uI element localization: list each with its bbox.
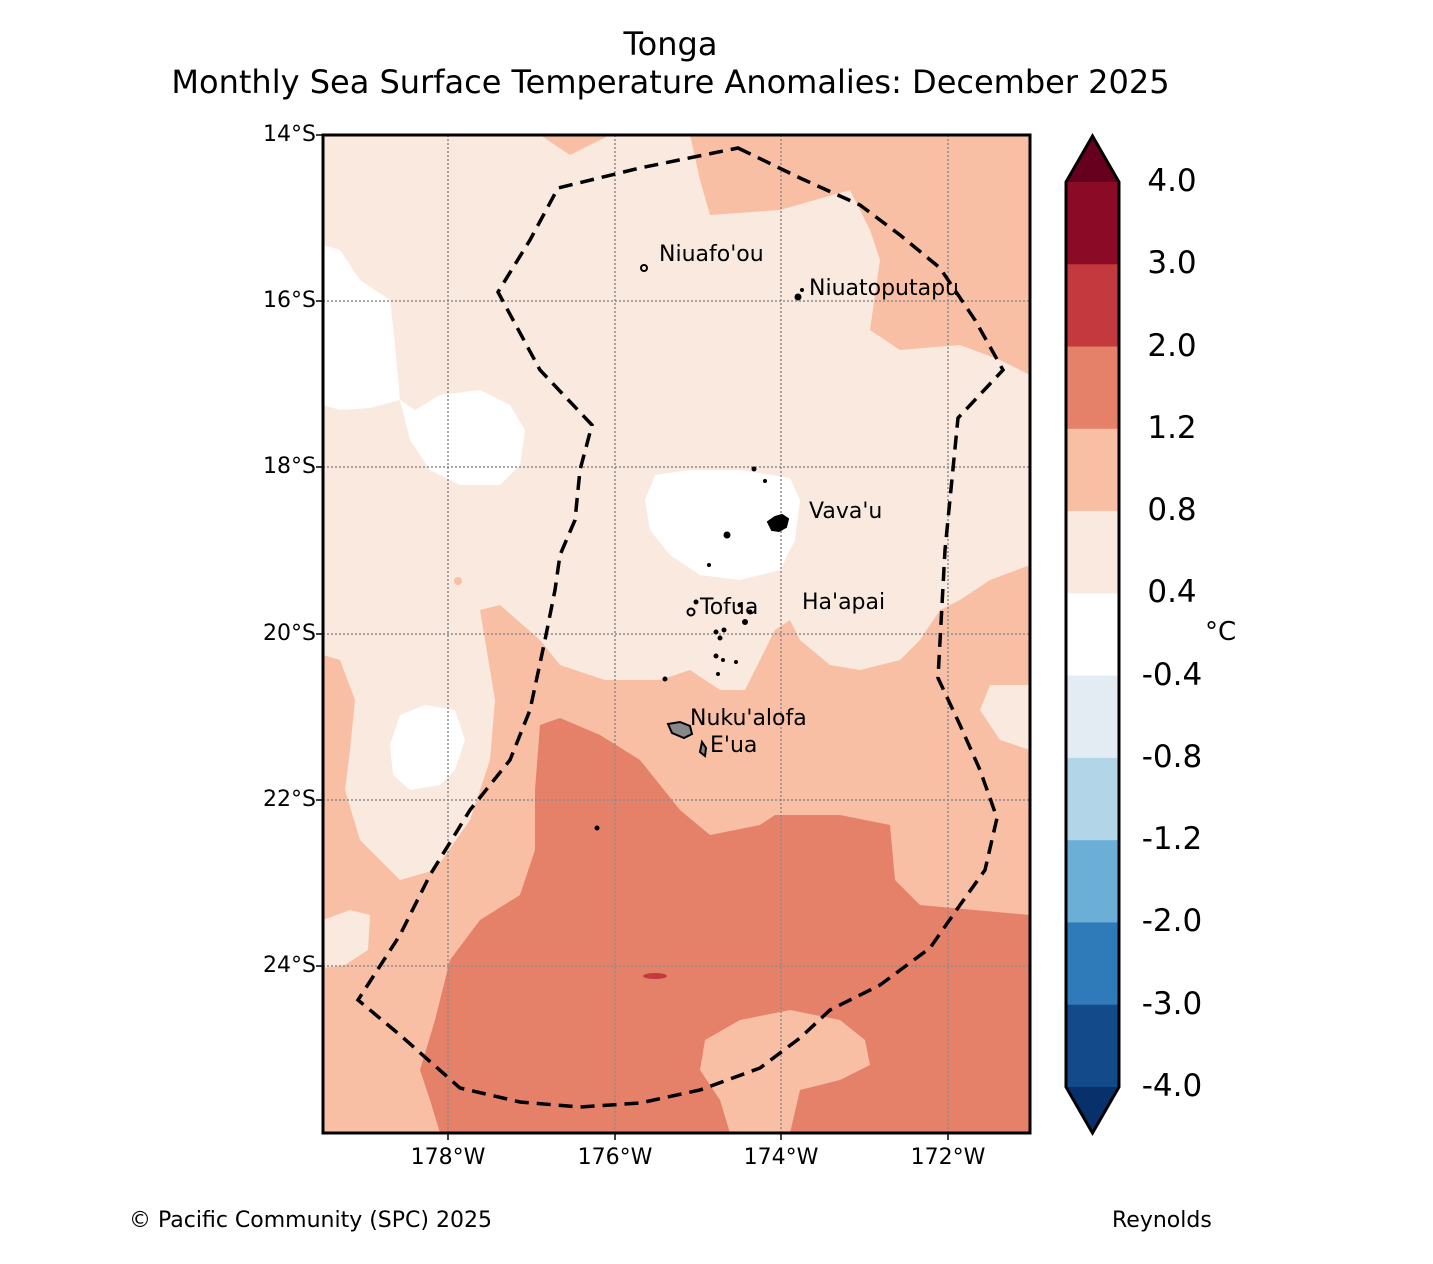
colorbar-tick-label: -0.4 bbox=[1141, 656, 1203, 693]
axis-ticks bbox=[316, 134, 949, 1140]
colorbar-segment bbox=[1066, 511, 1119, 594]
anomaly-0.4-0.8-sw bbox=[323, 910, 370, 968]
colorbar-bottom-arrow bbox=[1066, 1087, 1119, 1133]
colorbar-segment bbox=[1066, 840, 1119, 923]
eez-boundary bbox=[355, 146, 1006, 1109]
anomaly-neutral-sw bbox=[390, 705, 465, 790]
anomaly-neutral-west2 bbox=[400, 390, 525, 485]
place-label-eua: E'ua bbox=[710, 733, 758, 758]
lat-label-18s: 18°S bbox=[263, 454, 316, 479]
place-label-nukualofa: Nuku'alofa bbox=[690, 706, 807, 731]
colorbar-tick-label: 1.2 bbox=[1147, 409, 1197, 446]
islands bbox=[594, 264, 804, 831]
place-label-niuatoputapu: Niuatoputapu bbox=[809, 276, 960, 301]
island-tofua bbox=[686, 607, 696, 617]
anomaly-0.8-1.2-inset bbox=[700, 1010, 870, 1133]
anomaly-1.2-2.0-south bbox=[420, 718, 1030, 1133]
colorbar-tick-label: 3.0 bbox=[1147, 245, 1197, 282]
data-source-text: Reynolds bbox=[1112, 1208, 1212, 1233]
lon-label-178w: 178°W bbox=[410, 1145, 486, 1170]
colorbar-segment bbox=[1066, 264, 1119, 348]
graticule bbox=[323, 135, 1030, 1133]
colorbar-segment bbox=[1066, 182, 1119, 265]
colorbar-tick-label: 0.8 bbox=[1147, 492, 1197, 529]
colorbar-tick-label: -3.0 bbox=[1141, 985, 1203, 1022]
lon-label-176w: 176°W bbox=[577, 1145, 653, 1170]
colorbar-segment bbox=[1066, 675, 1119, 759]
place-label-haapai: Ha'apai bbox=[802, 590, 886, 615]
map-title: Tonga bbox=[623, 25, 718, 63]
copyright-text: © Pacific Community (SPC) 2025 bbox=[129, 1208, 492, 1233]
colorbar-segment bbox=[1066, 346, 1119, 430]
lat-label-22s: 22°S bbox=[263, 787, 316, 812]
colorbar bbox=[1064, 132, 1121, 1137]
colorbar-tick-label: 4.0 bbox=[1147, 163, 1197, 199]
colorbar-tick-label: -0.8 bbox=[1141, 738, 1203, 775]
island-niuatoputapu bbox=[794, 293, 802, 301]
colorbar-top-arrow bbox=[1066, 136, 1119, 182]
anomaly-small-patch bbox=[454, 577, 462, 585]
map-subtitle: Monthly Sea Surface Temperature Anomalie… bbox=[171, 63, 1170, 101]
lat-label-20s: 20°S bbox=[263, 621, 316, 646]
lon-label-172w: 172°W bbox=[910, 1145, 986, 1170]
place-label-tofua: Tofua bbox=[700, 595, 759, 620]
colorbar-tick-label: -4.0 bbox=[1141, 1068, 1203, 1104]
colorbar-tick-label: -1.2 bbox=[1141, 821, 1203, 858]
colorbar-outline bbox=[1064, 132, 1121, 1137]
island-tongatapu bbox=[666, 720, 694, 740]
lat-label-24s: 24°S bbox=[263, 953, 316, 978]
colorbar-segment bbox=[1066, 428, 1119, 512]
colorbar-tick-label: 0.4 bbox=[1147, 574, 1197, 611]
anomaly-neutral-vavau bbox=[645, 470, 800, 580]
island-eua bbox=[698, 739, 708, 758]
place-label-niuafoou: Niuafo'ou bbox=[659, 242, 764, 267]
colorbar-segment bbox=[1066, 593, 1119, 677]
colorbar-unit: °C bbox=[1205, 617, 1237, 647]
colorbar-segment bbox=[1066, 922, 1119, 1006]
colorbar-tick-label: 2.0 bbox=[1147, 327, 1197, 364]
colorbar-tick-label: -2.0 bbox=[1141, 903, 1203, 940]
lat-label-16s: 16°S bbox=[263, 288, 316, 313]
colorbar-segment bbox=[1066, 1004, 1119, 1088]
place-label-vavau: Vava'u bbox=[809, 499, 883, 524]
anomaly-2.0-3.0-patch bbox=[643, 973, 667, 979]
lon-label-174w: 174°W bbox=[743, 1145, 819, 1170]
lat-label-14s: 14°S bbox=[263, 122, 316, 147]
anomaly-neutral-west bbox=[323, 245, 400, 410]
sst-anomaly-field bbox=[323, 135, 1030, 1133]
island-niuafoou bbox=[640, 264, 648, 272]
colorbar-segment bbox=[1066, 757, 1119, 841]
island-vavau bbox=[766, 513, 790, 533]
anomaly-0.8-1.2-north bbox=[540, 135, 1030, 375]
